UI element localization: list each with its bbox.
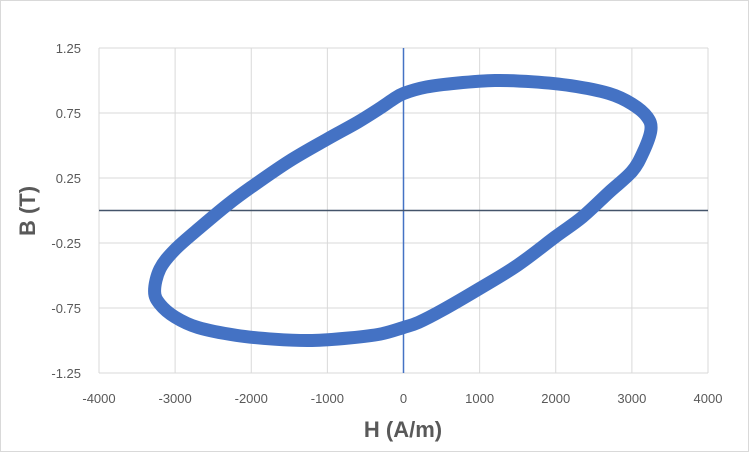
tick-labels: -4000 -3000 -2000 -1000 0 1000 2000 3000 4000 -1.… [51, 41, 722, 406]
y-tick-label: 1.25 [56, 41, 81, 56]
x-tick-label: 1000 [465, 391, 494, 406]
x-tick-label: 3000 [617, 391, 646, 406]
hysteresis-loop-series [148, 73, 658, 348]
x-tick-label: 0 [400, 391, 407, 406]
y-tick-label: 0.75 [56, 106, 81, 121]
x-tick-label: -2000 [235, 391, 268, 406]
x-tick-label: 2000 [541, 391, 570, 406]
zero-axis-lines [99, 48, 708, 373]
series-layer [148, 73, 658, 348]
x-tick-label: 4000 [694, 391, 723, 406]
y-tick-label: -1.25 [51, 366, 81, 381]
x-tick-label: -4000 [82, 391, 115, 406]
x-tick-label: -3000 [159, 391, 192, 406]
x-tick-label: -1000 [311, 391, 344, 406]
x-axis-title: H (A/m) [364, 417, 442, 442]
y-tick-label: -0.25 [51, 236, 81, 251]
y-tick-label: -0.75 [51, 301, 81, 316]
y-tick-label: 0.25 [56, 171, 81, 186]
y-axis-title: B (T) [15, 186, 40, 236]
